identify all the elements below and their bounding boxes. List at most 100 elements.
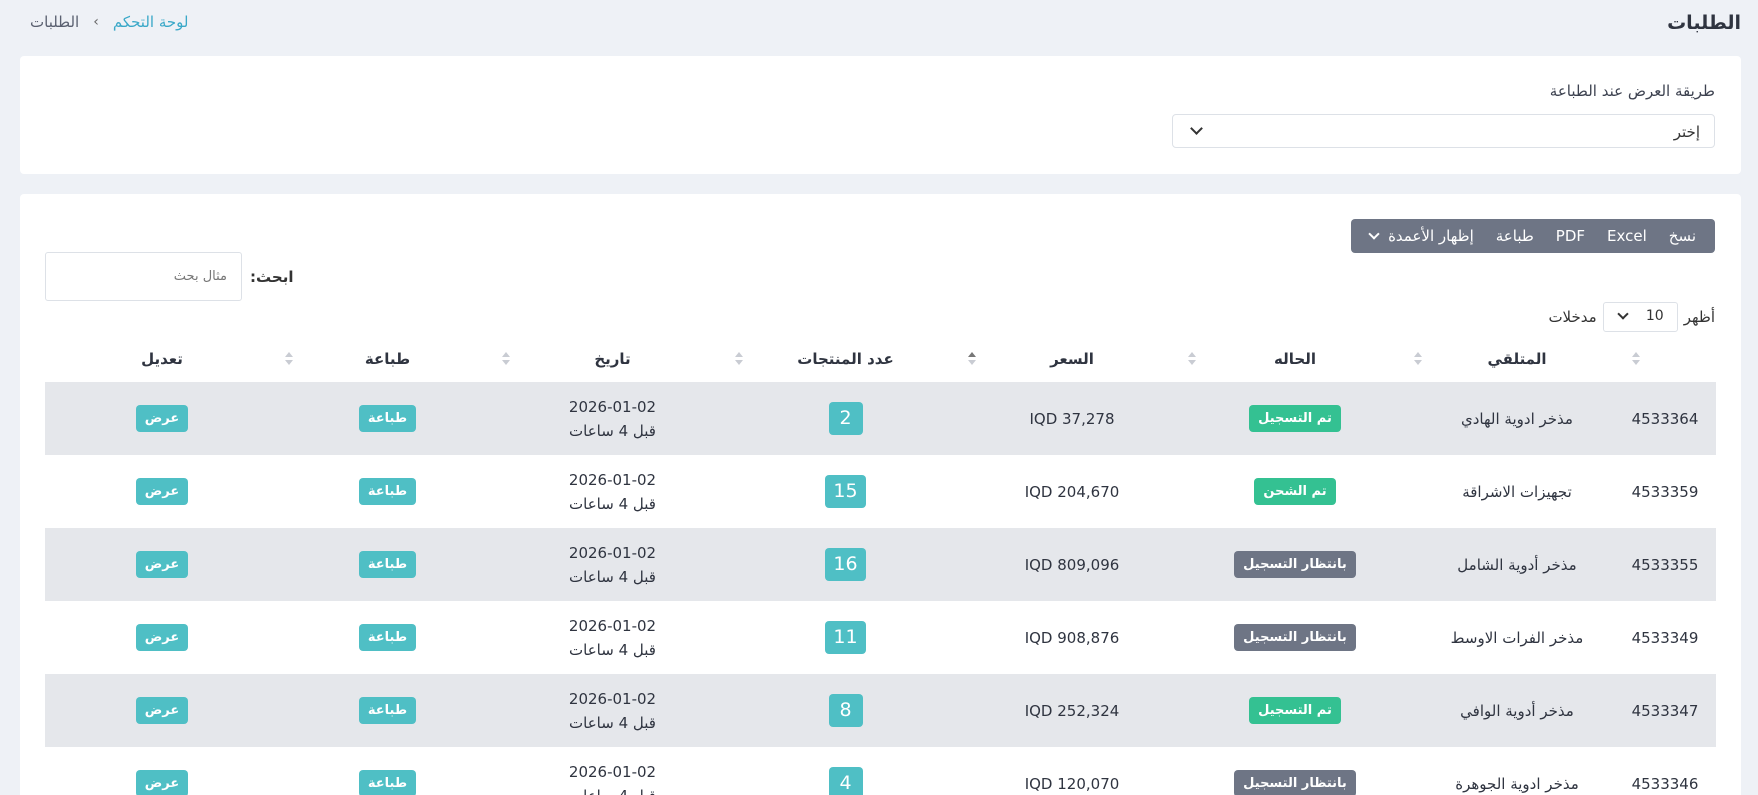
status-badge: تم التسجيل xyxy=(1249,697,1341,724)
print-settings-card: طريقة العرض عند الطباعة إختر xyxy=(20,56,1741,174)
print-button[interactable]: طباعة xyxy=(1495,227,1534,245)
table-row: 4533349 مذخر الفرات الاوسط بانتظار التسجيل… xyxy=(45,601,1716,674)
entries-label: مدخلات xyxy=(1548,308,1597,326)
print-cell: طباعة xyxy=(279,455,496,528)
product-count-badge: 15 xyxy=(825,475,866,508)
column-visibility-button[interactable]: إظهار الأعمدة xyxy=(1359,227,1485,245)
edit-cell: عرض xyxy=(45,747,279,795)
view-order-button[interactable]: عرض xyxy=(135,697,189,724)
status-badge: بانتظار التسجيل xyxy=(1234,770,1356,795)
product-count-cell: 16 xyxy=(729,528,962,601)
sort-icon xyxy=(1413,352,1423,366)
breadcrumb-current: الطلبات xyxy=(30,13,80,31)
product-count-badge: 2 xyxy=(828,402,863,435)
page-length-select[interactable]: 10 xyxy=(1602,302,1678,332)
order-date: 2026-01-02 xyxy=(568,616,657,635)
column-visibility-label: إظهار الأعمدة xyxy=(1388,227,1474,245)
view-order-button[interactable]: عرض xyxy=(135,405,189,432)
page-length-value: 10 xyxy=(1645,308,1664,324)
date-cell: 2026-01-02 قبل 4 ساعات xyxy=(496,455,729,528)
table-row: 4533355 مذخر أدوية الشامل بانتظار التسجيل I… xyxy=(45,528,1716,601)
column-header-id[interactable] xyxy=(1626,336,1716,382)
excel-button[interactable]: Excel xyxy=(1607,227,1647,245)
order-id: 4533359 xyxy=(1631,482,1699,501)
status-cell: بانتظار التسجيل xyxy=(1182,747,1408,795)
column-header-edit[interactable]: تعديل xyxy=(141,350,183,368)
order-relative-time: قبل 4 ساعات xyxy=(569,640,656,659)
print-cell: طباعة xyxy=(279,674,496,747)
product-count-cell: 15 xyxy=(729,455,962,528)
print-order-button[interactable]: طباعة xyxy=(358,770,417,795)
breadcrumb-dashboard-link[interactable]: لوحة التحكم xyxy=(112,13,189,31)
status-badge: تم التسجيل xyxy=(1249,405,1341,432)
view-order-button[interactable]: عرض xyxy=(135,551,189,578)
status-badge: بانتظار التسجيل xyxy=(1234,624,1356,651)
status-cell: تم التسجيل xyxy=(1182,382,1408,455)
column-header-print[interactable]: طباعة xyxy=(279,336,496,382)
sort-icon xyxy=(1631,352,1641,366)
order-id: 4533364 xyxy=(1626,382,1716,455)
search-label: ابحث: xyxy=(250,267,294,286)
print-order-button[interactable]: طباعة xyxy=(358,551,417,578)
chevron-down-icon xyxy=(1617,308,1629,320)
print-order-button[interactable]: طباعة xyxy=(358,478,417,505)
status-cell: بانتظار التسجيل xyxy=(1182,601,1408,674)
print-order-button[interactable]: طباعة xyxy=(358,405,417,432)
product-count-badge: 4 xyxy=(828,767,863,795)
column-header-date[interactable]: تاريخ xyxy=(496,336,729,382)
print-mode-select-value: إختر xyxy=(1673,123,1700,141)
date-cell: 2026-01-02 قبل 4 ساعات xyxy=(496,382,729,455)
table-header-row: المتلقي الحاله السعر عدد المنتجات تاريخ … xyxy=(45,336,1716,382)
edit-cell: عرض xyxy=(45,455,279,528)
date-cell: 2026-01-02 قبل 4 ساعات xyxy=(496,747,729,795)
date-cell: 2026-01-02 قبل 4 ساعات xyxy=(496,601,729,674)
recipient-name: مذخر ادوية الهادي xyxy=(1408,382,1626,455)
copy-button[interactable]: نسخ xyxy=(1668,227,1696,245)
page-length-control: أظهر 10 مدخلات xyxy=(1548,302,1715,332)
recipient-name: مذخر ادوية الجوهرة xyxy=(1455,774,1579,793)
status-badge: بانتظار التسجيل xyxy=(1234,551,1356,578)
breadcrumb: لوحة التحكم › الطلبات xyxy=(30,13,188,31)
price: IQD 120,070 xyxy=(1024,774,1120,793)
column-header-price[interactable]: السعر xyxy=(962,336,1182,382)
pdf-button[interactable]: PDF xyxy=(1555,227,1586,245)
search-input[interactable] xyxy=(45,252,242,301)
column-header-product-count[interactable]: عدد المنتجات xyxy=(729,336,962,382)
price: IQD 37,278 xyxy=(962,382,1182,455)
recipient-name: تجهيزات الاشراقة xyxy=(1462,482,1572,501)
order-relative-time: قبل 4 ساعات xyxy=(569,421,656,440)
print-mode-select[interactable]: إختر xyxy=(1172,114,1715,148)
order-id: 4533349 xyxy=(1631,628,1699,647)
table-row: 4533347 مذخر أدوية الوافي تم التسجيل IQD 25… xyxy=(45,674,1716,747)
status-cell: تم التسجيل xyxy=(1182,674,1408,747)
order-relative-time: قبل 4 ساعات xyxy=(569,713,656,732)
sort-icon xyxy=(734,352,744,366)
price: IQD 908,876 xyxy=(1024,628,1120,647)
product-count-badge: 8 xyxy=(828,694,863,727)
product-count-badge: 16 xyxy=(825,548,866,581)
product-count-cell: 2 xyxy=(729,382,962,455)
order-relative-time: قبل 4 ساعات xyxy=(496,784,729,795)
view-order-button[interactable]: عرض xyxy=(135,770,189,795)
edit-cell: عرض xyxy=(45,601,279,674)
order-date: 2026-01-02 xyxy=(568,689,657,708)
sort-ascending-icon xyxy=(967,352,977,366)
order-id: 4533355 xyxy=(1626,528,1716,601)
table-row: 4533364 مذخر ادوية الهادي تم التسجيل IQD 37… xyxy=(45,382,1716,455)
edit-cell: عرض xyxy=(45,382,279,455)
show-label: أظهر xyxy=(1683,308,1715,326)
order-id: 4533347 xyxy=(1626,674,1716,747)
product-count-cell: 11 xyxy=(729,601,962,674)
view-order-button[interactable]: عرض xyxy=(135,478,189,505)
view-order-button[interactable]: عرض xyxy=(135,624,189,651)
table-row: 4533346 مذخر ادوية الجوهرة بانتظار التسجيل… xyxy=(45,747,1716,795)
column-header-recipient[interactable]: المتلقي xyxy=(1408,336,1626,382)
status-cell: بانتظار التسجيل xyxy=(1182,528,1408,601)
column-header-status[interactable]: الحاله xyxy=(1182,336,1408,382)
print-order-button[interactable]: طباعة xyxy=(358,624,417,651)
page-title: الطلبات xyxy=(1667,12,1741,34)
print-order-button[interactable]: طباعة xyxy=(358,697,417,724)
price: IQD 252,324 xyxy=(962,674,1182,747)
price: IQD 204,670 xyxy=(1024,482,1120,501)
order-id: 4533346 xyxy=(1631,774,1699,793)
